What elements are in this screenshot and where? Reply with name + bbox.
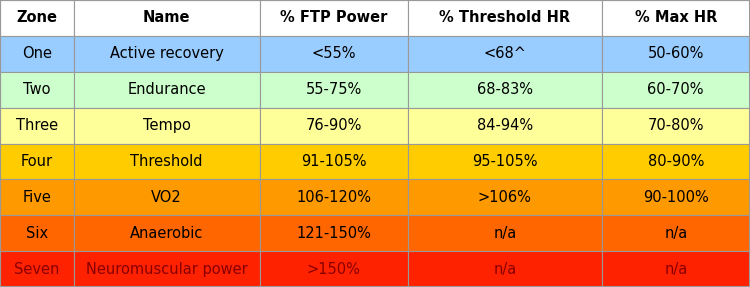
Bar bbox=[74, 36, 260, 72]
Bar bbox=[260, 36, 408, 72]
Text: n/a: n/a bbox=[494, 226, 516, 241]
Bar bbox=[0, 179, 74, 215]
Bar bbox=[602, 215, 750, 251]
Bar bbox=[602, 144, 750, 179]
Text: VO2: VO2 bbox=[151, 190, 182, 205]
Text: 80-90%: 80-90% bbox=[647, 154, 704, 169]
Bar bbox=[0, 215, 74, 251]
Text: 60-70%: 60-70% bbox=[647, 82, 704, 97]
Text: Four: Four bbox=[21, 154, 53, 169]
Text: % FTP Power: % FTP Power bbox=[280, 10, 388, 26]
Bar bbox=[408, 215, 602, 251]
Text: Six: Six bbox=[26, 226, 48, 241]
Text: Threshold: Threshold bbox=[130, 154, 203, 169]
Bar bbox=[74, 144, 260, 179]
Bar bbox=[602, 0, 750, 36]
Bar bbox=[408, 72, 602, 108]
Text: Three: Three bbox=[16, 118, 58, 133]
Bar bbox=[602, 72, 750, 108]
Bar bbox=[408, 0, 602, 36]
Text: n/a: n/a bbox=[664, 261, 687, 277]
Text: 76-90%: 76-90% bbox=[305, 118, 362, 133]
Text: <68^: <68^ bbox=[483, 46, 526, 61]
Text: 95-105%: 95-105% bbox=[472, 154, 538, 169]
Bar bbox=[74, 72, 260, 108]
Text: <55%: <55% bbox=[311, 46, 356, 61]
Text: % Max HR: % Max HR bbox=[634, 10, 717, 26]
Bar bbox=[260, 108, 408, 144]
Text: % Threshold HR: % Threshold HR bbox=[440, 10, 570, 26]
Text: 50-60%: 50-60% bbox=[647, 46, 704, 61]
Bar bbox=[74, 0, 260, 36]
Text: 68-83%: 68-83% bbox=[477, 82, 532, 97]
Bar bbox=[74, 215, 260, 251]
Text: 84-94%: 84-94% bbox=[477, 118, 532, 133]
Text: One: One bbox=[22, 46, 52, 61]
Text: Endurance: Endurance bbox=[128, 82, 206, 97]
Bar bbox=[0, 108, 74, 144]
Bar bbox=[0, 144, 74, 179]
Bar bbox=[602, 179, 750, 215]
Text: >150%: >150% bbox=[307, 261, 361, 277]
Bar bbox=[602, 108, 750, 144]
Bar bbox=[408, 144, 602, 179]
Text: Zone: Zone bbox=[16, 10, 57, 26]
Text: Seven: Seven bbox=[14, 261, 59, 277]
Text: Name: Name bbox=[142, 10, 190, 26]
Bar bbox=[408, 36, 602, 72]
Bar bbox=[408, 179, 602, 215]
Text: Neuromuscular power: Neuromuscular power bbox=[86, 261, 248, 277]
Text: 55-75%: 55-75% bbox=[305, 82, 362, 97]
Bar bbox=[260, 0, 408, 36]
Bar bbox=[0, 36, 74, 72]
Bar bbox=[260, 251, 408, 287]
Bar bbox=[602, 36, 750, 72]
Bar bbox=[74, 179, 260, 215]
Text: 121-150%: 121-150% bbox=[296, 226, 371, 241]
Bar bbox=[260, 215, 408, 251]
Bar bbox=[408, 251, 602, 287]
Bar bbox=[74, 108, 260, 144]
Text: Active recovery: Active recovery bbox=[110, 46, 224, 61]
Text: 90-100%: 90-100% bbox=[643, 190, 709, 205]
Bar bbox=[0, 251, 74, 287]
Bar bbox=[0, 72, 74, 108]
Bar bbox=[260, 72, 408, 108]
Bar bbox=[260, 144, 408, 179]
Bar bbox=[408, 108, 602, 144]
Text: Five: Five bbox=[22, 190, 51, 205]
Text: n/a: n/a bbox=[664, 226, 687, 241]
Text: Two: Two bbox=[23, 82, 50, 97]
Text: >106%: >106% bbox=[478, 190, 532, 205]
Text: 106-120%: 106-120% bbox=[296, 190, 371, 205]
Bar bbox=[602, 251, 750, 287]
Text: Tempo: Tempo bbox=[142, 118, 190, 133]
Bar bbox=[0, 0, 74, 36]
Text: 91-105%: 91-105% bbox=[301, 154, 367, 169]
Text: 70-80%: 70-80% bbox=[647, 118, 704, 133]
Bar bbox=[260, 179, 408, 215]
Text: Anaerobic: Anaerobic bbox=[130, 226, 203, 241]
Bar bbox=[74, 251, 260, 287]
Text: n/a: n/a bbox=[494, 261, 516, 277]
